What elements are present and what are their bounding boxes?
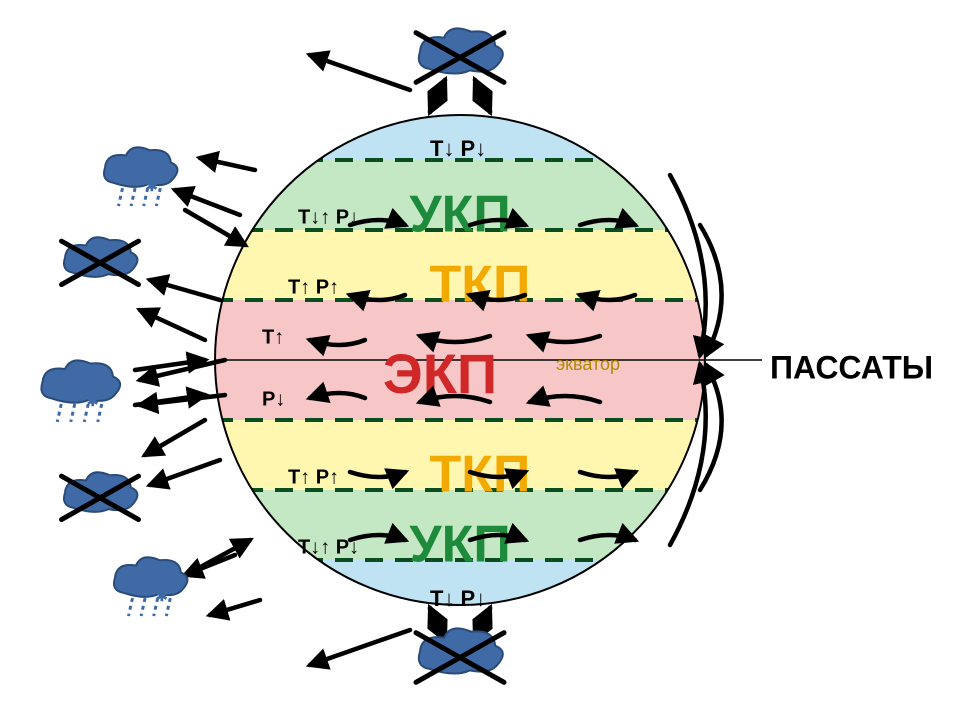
cloud-icon	[416, 628, 504, 682]
arrow	[475, 80, 490, 112]
climate-belts-diagram: УКПТКПЭКПТКПУКПэкваторT↓ P↓T↓↑ P↓T↑ P↑T↑…	[0, 0, 960, 720]
tp-label-tkp_s: T↑ P↑	[288, 466, 339, 488]
arrow	[200, 158, 255, 170]
arrow	[310, 55, 410, 90]
svg-text:✱: ✱	[87, 393, 99, 409]
arrow	[430, 80, 445, 112]
cloud-icon: ✱✱✱	[114, 557, 188, 616]
arrow	[150, 280, 220, 300]
arrow	[145, 420, 205, 455]
arrow	[210, 600, 260, 615]
belt-label-ukp_n: УКП	[409, 186, 510, 244]
arrow	[185, 555, 235, 575]
tp-label-polar_n: T↓ P↓	[430, 136, 486, 161]
svg-text:✱: ✱	[141, 578, 153, 594]
tp-label-ekp_p: P↓	[262, 388, 285, 410]
tp-label-polar_s: T↓ P↓	[430, 586, 486, 611]
equator-label: экватор	[556, 354, 620, 374]
belt-label-ukp_s: УКП	[409, 516, 510, 574]
cloud-icon	[416, 28, 504, 82]
trade-winds-label: ПАССАТЫ	[770, 349, 933, 385]
svg-text:✱: ✱	[70, 383, 82, 399]
svg-text:✱: ✱	[156, 588, 168, 604]
cloud-icon: ✱✱✱	[41, 360, 120, 422]
arrow	[195, 540, 250, 570]
arrow	[430, 608, 445, 640]
svg-text:✱: ✱	[103, 383, 115, 399]
cloud-icon: ✱✱✱	[104, 147, 178, 206]
tp-label-tkp_n: T↑ P↑	[288, 276, 339, 298]
cloud-icon	[62, 472, 139, 519]
arrow	[140, 310, 205, 340]
arrow	[310, 630, 410, 665]
svg-text:✱: ✱	[161, 168, 173, 184]
svg-text:✱: ✱	[131, 168, 143, 184]
svg-text:✱: ✱	[171, 578, 183, 594]
belt-label-tkp_n: ТКП	[430, 256, 531, 314]
cloud-icon	[62, 237, 139, 284]
arrow	[150, 460, 220, 485]
svg-text:✱: ✱	[146, 178, 158, 194]
tp-label-ekp_t: T↑	[262, 326, 284, 348]
